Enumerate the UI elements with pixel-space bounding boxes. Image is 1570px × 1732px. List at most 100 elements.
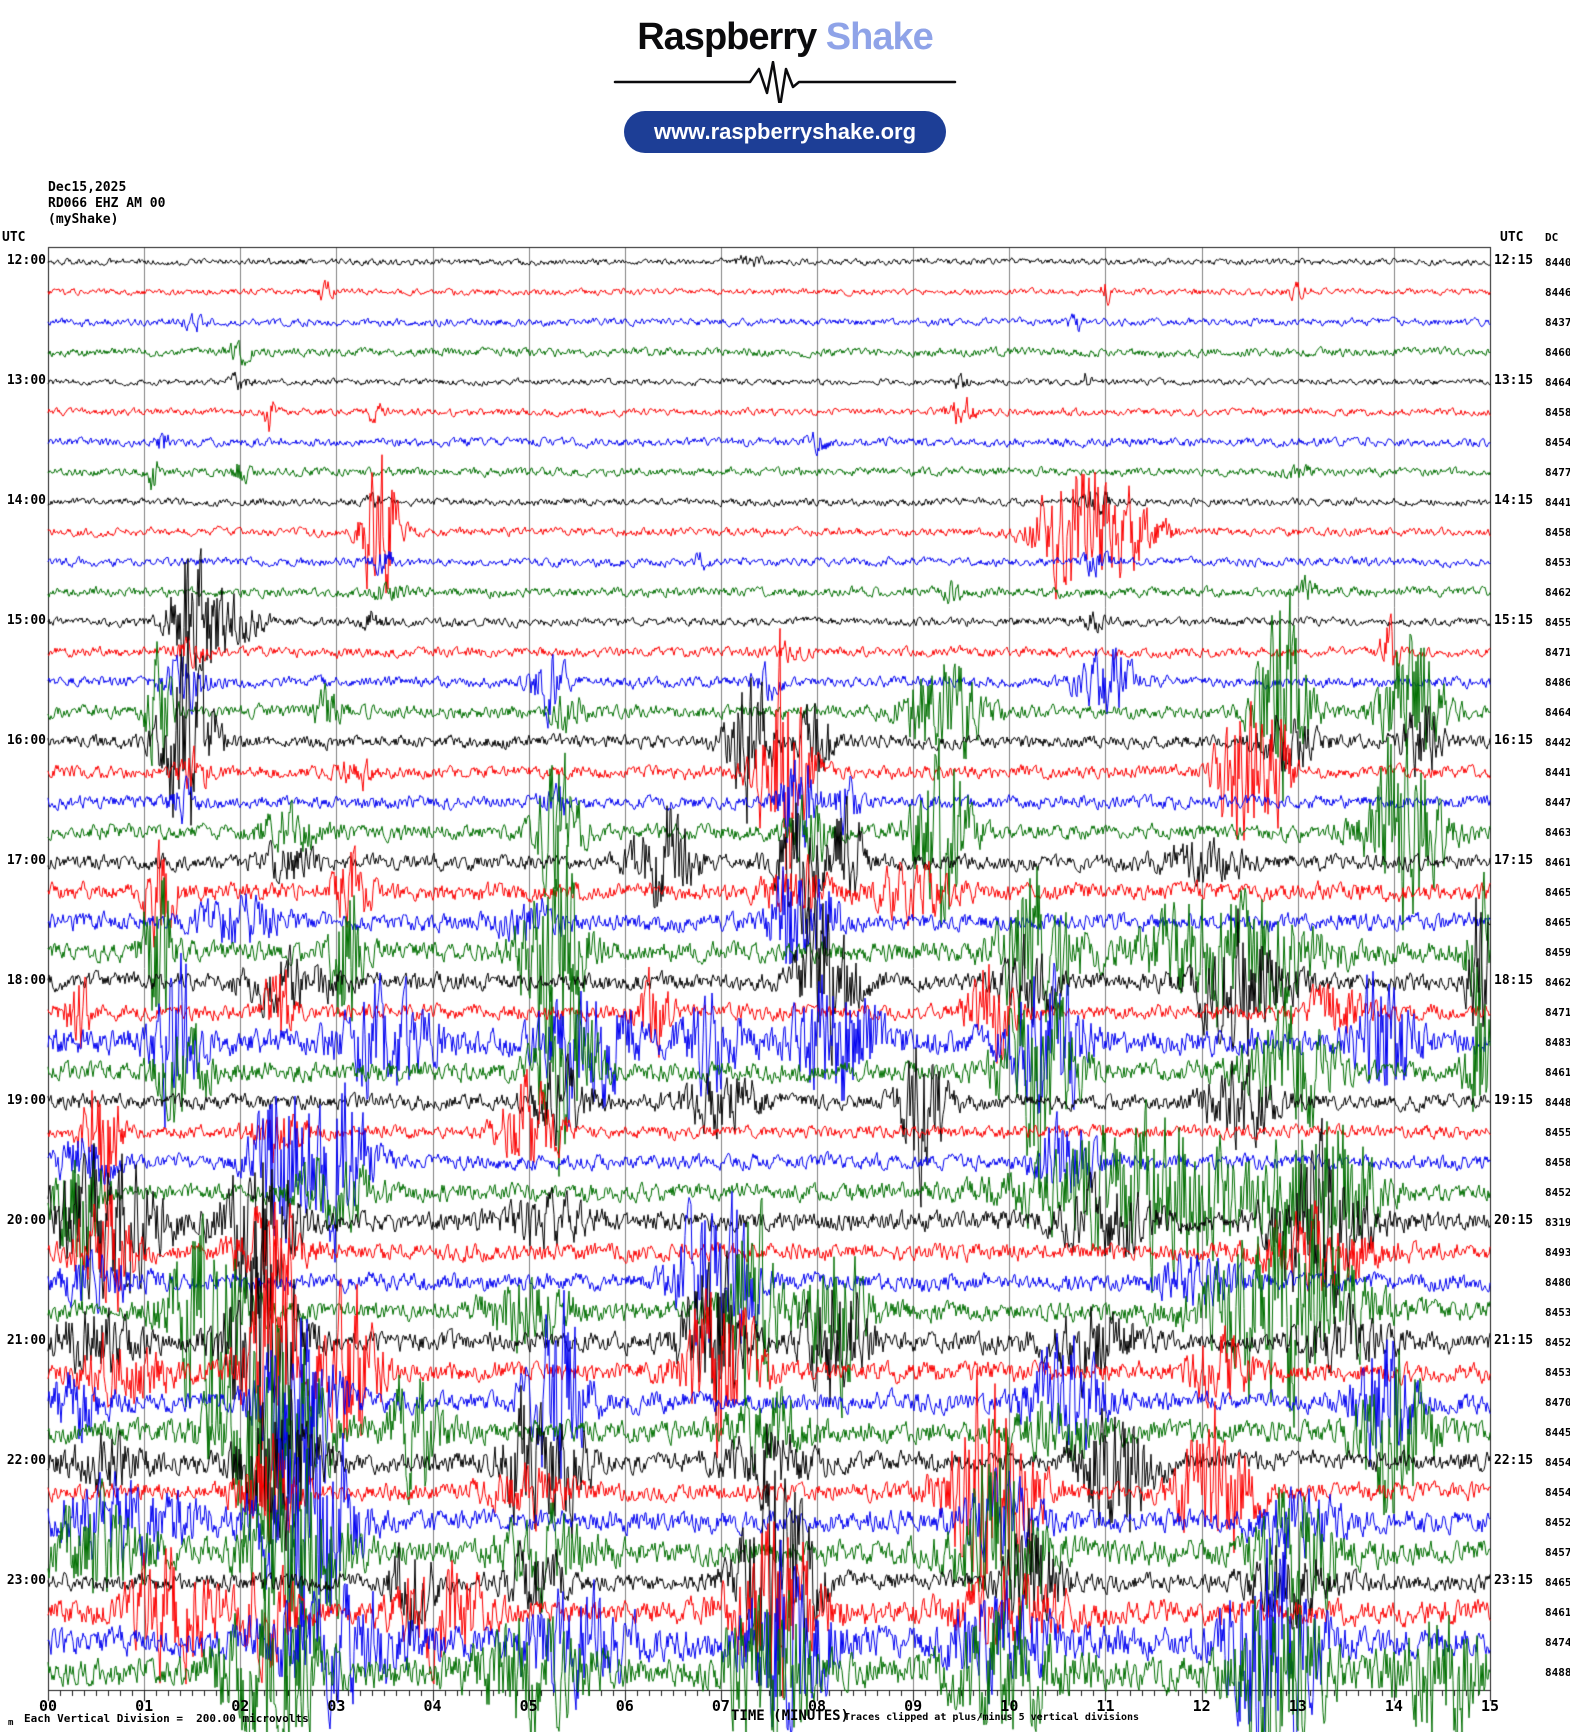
x-axis-label: 03 (327, 1697, 346, 1715)
dc-value: 8454 (1545, 1456, 1570, 1469)
dc-value: 8463 (1545, 826, 1570, 839)
dc-value: 8488 (1545, 1666, 1570, 1679)
scale-note: Each Vertical Division = 200.00 microvol… (24, 1712, 309, 1725)
left-time-label: 20:00 (6, 1213, 46, 1228)
dc-value: 8458 (1545, 526, 1570, 539)
left-time-label: 17:00 (6, 853, 46, 868)
right-time-label: 20:15 (1494, 1213, 1534, 1228)
left-time-label: 19:00 (6, 1093, 46, 1108)
right-time-label: 23:15 (1494, 1573, 1534, 1588)
dc-value: 8447 (1545, 796, 1570, 809)
website-link[interactable]: www.raspberryshake.org (623, 111, 947, 153)
dc-value: 8465 (1545, 886, 1570, 899)
dc-value: 8493 (1545, 1246, 1570, 1259)
dc-value: 8471 (1545, 1006, 1570, 1019)
left-time-label: 21:00 (6, 1333, 46, 1348)
dc-value: 8453 (1545, 1366, 1570, 1379)
left-time-label: 14:00 (6, 493, 46, 508)
dc-value: 8477 (1545, 466, 1570, 479)
x-axis-label: 00 (38, 1697, 58, 1715)
dc-value: 8441 (1545, 496, 1570, 509)
dc-value: 8455 (1545, 1126, 1570, 1139)
dc-value: 8486 (1545, 676, 1570, 689)
x-axis-label: 11 (1096, 1697, 1115, 1715)
x-axis-label: 09 (904, 1697, 923, 1715)
dc-value: 8437 (1545, 316, 1570, 329)
header: Raspberry Shake www.raspberryshake.org (0, 0, 1570, 153)
dc-value: 8457 (1545, 1546, 1570, 1559)
x-axis-label: 12 (1192, 1697, 1211, 1715)
right-time-label: 21:15 (1494, 1333, 1534, 1348)
dc-value: 8464 (1545, 376, 1570, 389)
x-axis-label: 01 (135, 1697, 154, 1715)
left-time-label: 16:00 (6, 733, 46, 748)
seismic-wave-icon (613, 61, 957, 103)
left-time-label: 12:00 (6, 253, 46, 268)
dc-value: 8453 (1545, 556, 1570, 569)
left-time-label: 15:00 (6, 613, 46, 628)
dc-value: 8441 (1545, 766, 1570, 779)
left-time-label: 13:00 (6, 373, 46, 388)
station-network: (myShake) (48, 212, 119, 227)
dc-value: 8448 (1545, 1096, 1570, 1109)
dc-value: 8483 (1545, 1036, 1570, 1049)
x-axis-label: 02 (231, 1697, 250, 1715)
dc-value: 8462 (1545, 976, 1570, 989)
station-id: RD066 EHZ AM 00 (48, 196, 166, 211)
right-time-label: 16:15 (1494, 733, 1534, 748)
dc-value: 8461 (1545, 856, 1570, 869)
right-time-label: 22:15 (1494, 1453, 1534, 1468)
dc-value: 8461 (1545, 1606, 1570, 1619)
dc-value: 8453 (1545, 1306, 1570, 1319)
utc-header-right: UTC (1500, 230, 1524, 245)
dc-value: 8474 (1545, 1636, 1570, 1649)
dc-value: 8471 (1545, 646, 1570, 659)
dc-value: 8480 (1545, 1276, 1570, 1289)
dc-value: 8452 (1545, 1186, 1570, 1199)
station-date: Dec15,2025 (48, 180, 127, 195)
dc-value: 8452 (1545, 1516, 1570, 1529)
dc-value: 8445 (1545, 1426, 1570, 1439)
right-time-label: 13:15 (1494, 373, 1534, 388)
utc-header-left: UTC (2, 230, 26, 245)
station-info: Dec15,2025 RD066 EHZ AM 00 (myShake) (48, 180, 165, 228)
dc-value: 8465 (1545, 916, 1570, 929)
right-time-label: 14:15 (1494, 493, 1534, 508)
dc-value: 8462 (1545, 586, 1570, 599)
dc-header: DC (1545, 231, 1559, 244)
dc-value: 8458 (1545, 1156, 1570, 1169)
clip-note: Traces clipped at plus/minus 5 vertical … (844, 1712, 1140, 1723)
logo-text-raspberry: Raspberry (637, 16, 817, 58)
right-time-label: 17:15 (1494, 853, 1534, 868)
dc-value: 8446 (1545, 286, 1570, 299)
dc-value: 8442 (1545, 736, 1570, 749)
left-time-label: 23:00 (6, 1573, 46, 1588)
x-axis-label: 05 (519, 1697, 538, 1715)
logo: Raspberry Shake (0, 16, 1570, 59)
dc-value: 8458 (1545, 406, 1570, 419)
right-time-label: 18:15 (1494, 973, 1534, 988)
dc-value: 8454 (1545, 1486, 1570, 1499)
scale-mark: m (8, 1718, 14, 1728)
dc-value: 8452 (1545, 1336, 1570, 1349)
right-time-label: 19:15 (1494, 1093, 1534, 1108)
x-axis-title: TIME (MINUTES) (731, 1708, 850, 1724)
x-axis-label: 13 (1288, 1697, 1307, 1715)
x-axis-label: 14 (1384, 1697, 1403, 1715)
dc-value: 8470 (1545, 1396, 1570, 1409)
dc-value: 8454 (1545, 436, 1570, 449)
dc-value: 8461 (1545, 1066, 1570, 1079)
dc-value: 8464 (1545, 706, 1570, 719)
dc-value: 8459 (1545, 946, 1570, 959)
x-axis-label: 08 (808, 1697, 827, 1715)
x-axis-label: 15 (1480, 1697, 1500, 1715)
logo-text-shake: Shake (825, 16, 934, 58)
x-axis-label: 04 (423, 1697, 442, 1715)
dc-value: 8465 (1545, 1576, 1570, 1589)
website-link-label: www.raspberryshake.org (653, 119, 917, 144)
left-time-label: 22:00 (6, 1453, 46, 1468)
x-axis-label: 10 (1000, 1697, 1019, 1715)
